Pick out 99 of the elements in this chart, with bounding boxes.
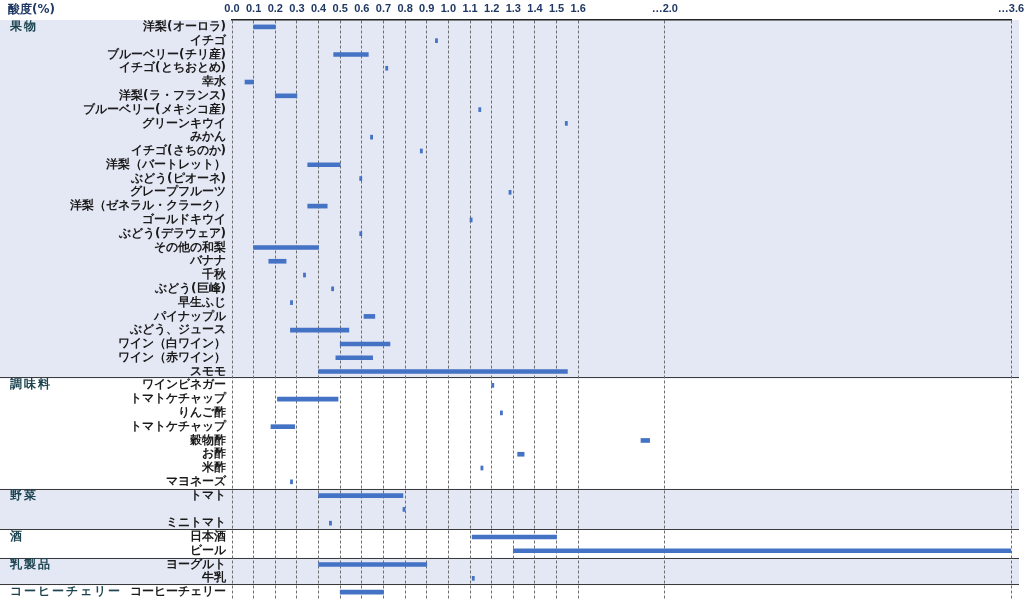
y-tick-label: コーヒーチェリー	[130, 584, 226, 599]
bar	[290, 300, 293, 305]
y-tick-label: 洋梨（バートレット）	[105, 156, 226, 171]
x-axis-title: 酸度(%)	[8, 2, 55, 17]
x-tick-label: 1.2	[484, 2, 500, 15]
x-tick-label: 1.5	[548, 2, 565, 15]
text: コーヒーチェリー	[10, 584, 122, 599]
y-tick-label: マヨネーズ	[166, 473, 227, 488]
bar	[290, 327, 350, 333]
y-tick-label: ミニトマト	[166, 515, 226, 530]
bar	[512, 548, 1011, 554]
bar	[419, 148, 423, 154]
y-tick-label: ヨーグルト	[166, 556, 226, 571]
x-tick-label: 1.0	[440, 2, 457, 15]
x-tick-label: 1.4	[527, 2, 544, 15]
y-tick-label: みかん	[190, 129, 226, 144]
y-tick-label: トマトケチャップ	[130, 391, 227, 406]
bar	[370, 134, 373, 140]
x-tick-label: …2.0	[651, 2, 678, 15]
bar	[253, 245, 319, 250]
x-tick-label: 1.3	[505, 2, 521, 15]
text: 酒	[9, 529, 24, 544]
y-tick-label: トマト	[190, 487, 226, 502]
x-tick-label: …3.6	[997, 2, 1025, 15]
bar	[435, 38, 438, 44]
bar	[329, 520, 332, 526]
bar	[318, 369, 568, 374]
bar	[335, 355, 373, 361]
x-tick-label: 0.6	[354, 2, 370, 15]
x-tick-label: 1.6	[570, 2, 586, 15]
x-tick-label: 0.1	[245, 2, 262, 15]
bar	[318, 562, 428, 567]
y-tick-label: イチゴ(さちのか)	[131, 143, 226, 158]
bar	[333, 52, 369, 57]
bar	[363, 314, 376, 319]
bar	[469, 217, 473, 223]
x-tick-label: 0.3	[289, 2, 305, 15]
y-tick-label: 幸水	[201, 74, 227, 89]
bar	[270, 424, 296, 430]
bar	[331, 286, 335, 292]
x-tick-label: 0.8	[397, 2, 413, 15]
y-tick-label: グリーンキウイ	[142, 115, 226, 130]
y-tick-label: イチゴ(とちおとめ)	[119, 60, 226, 75]
y-tick-label: スモモ	[190, 363, 226, 378]
y-tick-label: ワイン（白ワイン）	[118, 336, 226, 351]
y-tick-label: ゴールドキウイ	[142, 212, 226, 227]
bar	[274, 93, 298, 99]
bar	[491, 382, 495, 388]
y-tick-label: ビール	[190, 542, 227, 557]
text: 調味料	[9, 377, 52, 392]
y-tick-label: 日本酒	[190, 529, 226, 544]
bar	[385, 65, 389, 71]
bar	[564, 121, 568, 126]
bar	[359, 231, 363, 237]
y-tick-label: 穀物酢	[189, 432, 226, 447]
x-tick-label: 0.5	[332, 2, 348, 15]
bar	[517, 451, 525, 457]
y-tick-label: グレープフルーツ	[130, 184, 226, 199]
y-tick-label: トマトケチャップ	[130, 418, 227, 433]
y-tick-label: パイナップル	[153, 308, 227, 323]
x-tick-label: 0.0	[224, 2, 240, 15]
bar	[499, 410, 503, 416]
y-tick-label: イチゴ	[190, 32, 227, 47]
y-tick-label: 洋梨(オーロラ)	[142, 19, 226, 34]
x-tick-label: 0.2	[267, 2, 283, 15]
y-tick-label: バナナ	[189, 253, 226, 268]
x-tick-label: 0.7	[375, 2, 392, 15]
y-tick-label: 米酢	[201, 460, 226, 475]
band-label: 野菜	[10, 487, 38, 502]
x-tick-label: 0.9	[419, 2, 435, 15]
y-tick-label: その他の和梨	[154, 239, 226, 254]
y-tick-label: ぶどう(デラウェア)	[118, 225, 226, 240]
y-tick-label: ぶどう(巨峰)	[154, 280, 226, 295]
band-label: 乳製品	[9, 556, 52, 571]
bar	[268, 258, 287, 264]
y-tick-label: お酢	[202, 446, 226, 461]
y-tick-label: 洋梨（ゼネラル・クラーク）	[69, 198, 226, 213]
y-tick-label: ワインビネガー	[142, 377, 226, 392]
y-tick-label: 洋梨(ラ・フランス)	[118, 87, 226, 102]
bar	[471, 575, 475, 581]
bar	[359, 176, 363, 181]
y-tick-label: 早生ふじ	[177, 294, 226, 309]
bar	[318, 493, 404, 498]
y-tick-label: 牛乳	[201, 570, 227, 585]
y-tick-label: ブルーベリー(チリ産)	[107, 46, 226, 61]
bar	[478, 107, 482, 112]
y-tick-label: ワイン（赤ワイン）	[118, 349, 226, 364]
x-tick-label: 0.4	[310, 2, 328, 15]
y-tick-label: 千秋	[201, 267, 227, 282]
bar	[640, 438, 650, 443]
band-label: 果物	[9, 19, 38, 34]
y-tick-label: ぶどう(ピオーネ)	[130, 170, 226, 185]
bar	[307, 162, 341, 168]
y-tick-label: りんご酢	[178, 405, 226, 420]
bar	[290, 479, 293, 485]
y-tick-label: ブルーベリー(メキシコ産)	[83, 101, 226, 116]
y-tick-label: ぶどう、ジュース	[129, 322, 226, 337]
x-tick-label: 1.1	[462, 2, 478, 15]
bar	[303, 272, 306, 278]
